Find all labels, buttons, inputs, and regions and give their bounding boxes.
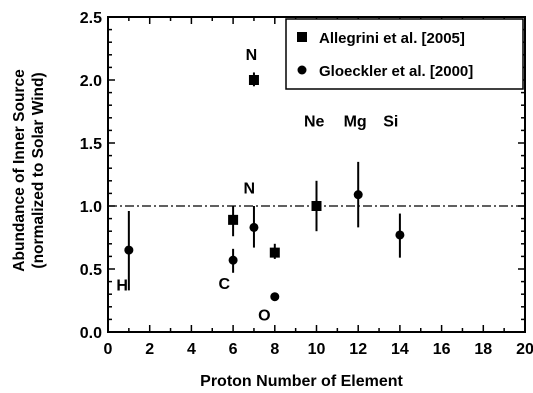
data-point-square (311, 201, 322, 211)
error-bars (127, 72, 401, 291)
element-label: H (116, 277, 128, 294)
x-tick-label: 12 (349, 341, 367, 358)
y-tick-label: 1.5 (80, 136, 102, 153)
x-tick-label: 0 (104, 341, 113, 358)
x-tick-label: 8 (270, 341, 279, 358)
data-point-square (269, 247, 280, 258)
element-label: Si (383, 114, 398, 131)
data-point-circle (228, 255, 238, 265)
point-annotations: N Ne Mg Si N H C O (116, 47, 398, 325)
data-point-square (228, 214, 239, 225)
y-tick-label: 2.5 (80, 10, 102, 27)
y-tick-label: 0.0 (80, 325, 102, 342)
data-point-circle (249, 222, 259, 232)
x-tick-label: 10 (308, 341, 326, 358)
data-point-circle (395, 230, 405, 240)
x-axis-label: Proton Number of Element (200, 373, 403, 390)
data-points (124, 75, 405, 302)
y-axis-label: Abundance of Inner Source (normalized to… (11, 69, 47, 272)
legend-circle-marker (297, 65, 307, 75)
element-label: C (219, 276, 231, 293)
element-label: Mg (344, 114, 367, 131)
x-tick-label: 18 (474, 341, 492, 358)
data-point-circle (353, 190, 363, 200)
legend: Allegrini et al. [2005] Gloeckler et al.… (285, 18, 524, 90)
legend-box (285, 18, 524, 90)
x-tick-label: 16 (433, 341, 451, 358)
x-tick-label: 20 (516, 341, 533, 358)
y-axis-label-line-1: Abundance of Inner Source (11, 69, 28, 272)
x-tick-label: 6 (229, 341, 238, 358)
data-point-circle (270, 292, 280, 302)
y-axis-label-line-2: (normalized to Solar Wind) (30, 72, 47, 268)
data-point-circle (124, 245, 134, 255)
x-tick-label: 4 (187, 341, 196, 358)
element-label: Ne (304, 114, 325, 131)
x-tick-label: 14 (391, 341, 409, 358)
x-tick-label: 2 (145, 341, 154, 358)
axis-ticks: 0 2 4 6 8 10 12 14 16 18 20 0.0 0.5 1.0 1.5 2.0 2.5 (80, 10, 533, 358)
legend-square-marker (297, 32, 307, 42)
element-label: N (246, 47, 258, 64)
y-tick-label: 1.0 (80, 199, 102, 216)
data-point-square (248, 75, 259, 85)
legend-entry-gloeckler: Gloeckler et al. [2000] (319, 63, 473, 80)
legend-entry-allegrini: Allegrini et al. [2005] (319, 30, 465, 47)
element-label: N (244, 180, 256, 197)
element-label: O (258, 308, 270, 325)
y-tick-label: 0.5 (80, 262, 102, 279)
y-tick-label: 2.0 (80, 73, 102, 90)
